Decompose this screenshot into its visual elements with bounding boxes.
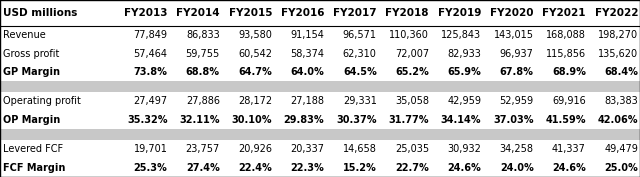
FancyBboxPatch shape <box>0 140 640 158</box>
Text: 168,088: 168,088 <box>546 30 586 40</box>
FancyBboxPatch shape <box>0 129 640 140</box>
Text: 57,464: 57,464 <box>134 48 168 59</box>
Text: 42.06%: 42.06% <box>598 115 638 125</box>
Text: 24.6%: 24.6% <box>552 163 586 173</box>
FancyBboxPatch shape <box>0 158 640 177</box>
Text: 28,172: 28,172 <box>238 96 272 106</box>
Text: 73.8%: 73.8% <box>134 67 168 77</box>
Text: 143,015: 143,015 <box>493 30 534 40</box>
Text: 41.59%: 41.59% <box>545 115 586 125</box>
Text: USD millions: USD millions <box>3 8 77 18</box>
FancyBboxPatch shape <box>0 81 640 92</box>
Text: 91,154: 91,154 <box>291 30 324 40</box>
Text: 14,658: 14,658 <box>343 144 376 154</box>
Text: 86,833: 86,833 <box>186 30 220 40</box>
Text: 41,337: 41,337 <box>552 144 586 154</box>
Text: 30,932: 30,932 <box>447 144 481 154</box>
FancyBboxPatch shape <box>0 26 640 44</box>
Text: 135,620: 135,620 <box>598 48 638 59</box>
Text: 60,542: 60,542 <box>238 48 272 59</box>
Text: 30.37%: 30.37% <box>336 115 376 125</box>
Text: 64.0%: 64.0% <box>291 67 324 77</box>
Text: 34,258: 34,258 <box>499 144 534 154</box>
Text: 67.8%: 67.8% <box>500 67 534 77</box>
Text: 19,701: 19,701 <box>134 144 168 154</box>
Text: 96,937: 96,937 <box>500 48 534 59</box>
Text: 64.7%: 64.7% <box>238 67 272 77</box>
Text: 37.03%: 37.03% <box>493 115 534 125</box>
Text: 32.11%: 32.11% <box>179 115 220 125</box>
Text: 64.5%: 64.5% <box>343 67 376 77</box>
FancyBboxPatch shape <box>0 44 640 63</box>
Text: 23,757: 23,757 <box>186 144 220 154</box>
Text: FY2022: FY2022 <box>595 8 638 18</box>
Text: 27,497: 27,497 <box>133 96 168 106</box>
Text: 58,374: 58,374 <box>291 48 324 59</box>
Text: 72,007: 72,007 <box>395 48 429 59</box>
Text: 34.14%: 34.14% <box>441 115 481 125</box>
Text: FY2021: FY2021 <box>542 8 586 18</box>
Text: 22.3%: 22.3% <box>291 163 324 173</box>
Text: 65.2%: 65.2% <box>395 67 429 77</box>
Text: 24.0%: 24.0% <box>500 163 534 173</box>
Text: 115,856: 115,856 <box>546 48 586 59</box>
Text: Levered FCF: Levered FCF <box>3 144 63 154</box>
FancyBboxPatch shape <box>0 0 640 26</box>
Text: FY2016: FY2016 <box>281 8 324 18</box>
Text: 30.10%: 30.10% <box>232 115 272 125</box>
Text: 96,571: 96,571 <box>342 30 376 40</box>
Text: 82,933: 82,933 <box>447 48 481 59</box>
Text: 59,755: 59,755 <box>186 48 220 59</box>
Text: FY2013: FY2013 <box>124 8 168 18</box>
Text: 69,916: 69,916 <box>552 96 586 106</box>
Text: 125,843: 125,843 <box>441 30 481 40</box>
Text: FY2018: FY2018 <box>385 8 429 18</box>
Text: 35.32%: 35.32% <box>127 115 168 125</box>
Text: 68.8%: 68.8% <box>186 67 220 77</box>
Text: 52,959: 52,959 <box>499 96 534 106</box>
Text: 15.2%: 15.2% <box>343 163 376 173</box>
Text: 27,886: 27,886 <box>186 96 220 106</box>
Text: 25,035: 25,035 <box>395 144 429 154</box>
Text: Operating profit: Operating profit <box>3 96 81 106</box>
Text: 25.3%: 25.3% <box>134 163 168 173</box>
Text: 27,188: 27,188 <box>291 96 324 106</box>
Text: 27.4%: 27.4% <box>186 163 220 173</box>
Text: FY2019: FY2019 <box>438 8 481 18</box>
Text: 20,926: 20,926 <box>238 144 272 154</box>
Text: Revenue: Revenue <box>3 30 46 40</box>
Text: 62,310: 62,310 <box>343 48 376 59</box>
Text: 22.4%: 22.4% <box>238 163 272 173</box>
Text: 93,580: 93,580 <box>238 30 272 40</box>
Text: 24.6%: 24.6% <box>447 163 481 173</box>
Text: FY2015: FY2015 <box>228 8 272 18</box>
Text: 29,331: 29,331 <box>343 96 376 106</box>
Text: 198,270: 198,270 <box>598 30 638 40</box>
Text: FY2020: FY2020 <box>490 8 534 18</box>
Text: 110,360: 110,360 <box>389 30 429 40</box>
Text: FCF Margin: FCF Margin <box>3 163 65 173</box>
Text: 20,337: 20,337 <box>291 144 324 154</box>
Text: GP Margin: GP Margin <box>3 67 60 77</box>
Text: 22.7%: 22.7% <box>395 163 429 173</box>
FancyBboxPatch shape <box>0 63 640 81</box>
FancyBboxPatch shape <box>0 111 640 129</box>
Text: Gross profit: Gross profit <box>3 48 60 59</box>
Text: 49,479: 49,479 <box>604 144 638 154</box>
Text: FY2014: FY2014 <box>176 8 220 18</box>
Text: 77,849: 77,849 <box>134 30 168 40</box>
Text: 31.77%: 31.77% <box>388 115 429 125</box>
Text: FY2017: FY2017 <box>333 8 376 18</box>
Text: 25.0%: 25.0% <box>604 163 638 173</box>
Text: 65.9%: 65.9% <box>447 67 481 77</box>
FancyBboxPatch shape <box>0 92 640 111</box>
Text: 68.9%: 68.9% <box>552 67 586 77</box>
Text: OP Margin: OP Margin <box>3 115 60 125</box>
Text: 35,058: 35,058 <box>395 96 429 106</box>
Text: 68.4%: 68.4% <box>604 67 638 77</box>
Text: 83,383: 83,383 <box>604 96 638 106</box>
Text: 42,959: 42,959 <box>447 96 481 106</box>
Text: 29.83%: 29.83% <box>284 115 324 125</box>
